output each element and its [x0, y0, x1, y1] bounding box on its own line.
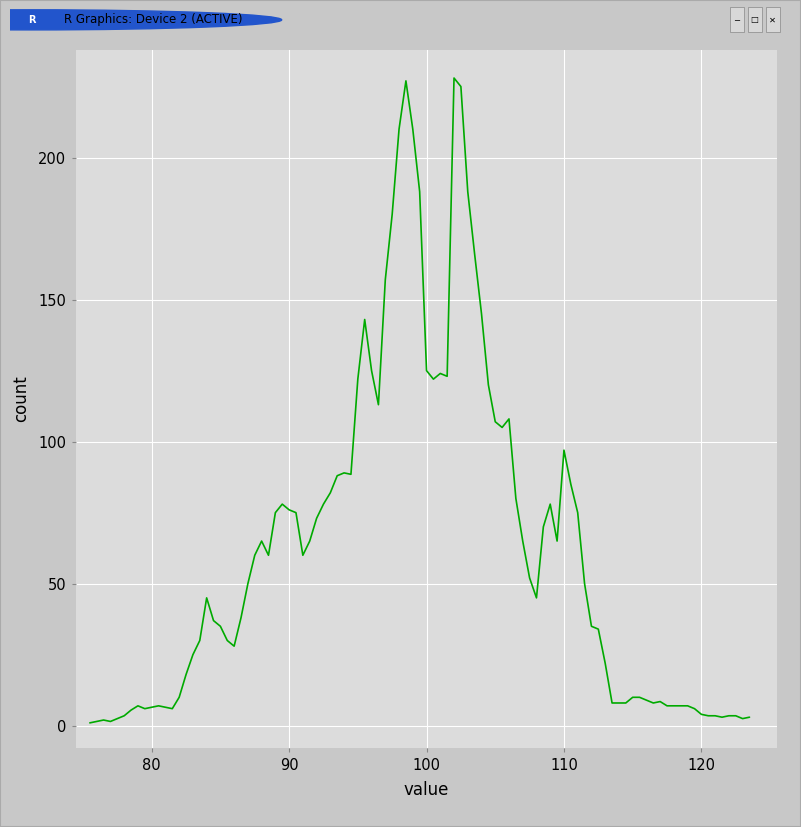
- X-axis label: value: value: [404, 782, 449, 800]
- Text: R: R: [28, 15, 35, 25]
- Text: ─: ─: [735, 16, 739, 24]
- Y-axis label: count: count: [12, 375, 30, 423]
- FancyBboxPatch shape: [747, 7, 762, 32]
- Text: ✕: ✕: [769, 16, 776, 24]
- FancyBboxPatch shape: [766, 7, 779, 32]
- Text: □: □: [751, 16, 759, 24]
- FancyBboxPatch shape: [730, 7, 743, 32]
- Circle shape: [0, 10, 282, 30]
- Text: R Graphics: Device 2 (ACTIVE): R Graphics: Device 2 (ACTIVE): [64, 13, 243, 26]
